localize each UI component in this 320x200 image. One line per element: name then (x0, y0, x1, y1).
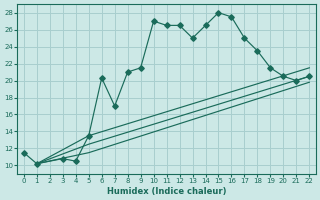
X-axis label: Humidex (Indice chaleur): Humidex (Indice chaleur) (107, 187, 226, 196)
